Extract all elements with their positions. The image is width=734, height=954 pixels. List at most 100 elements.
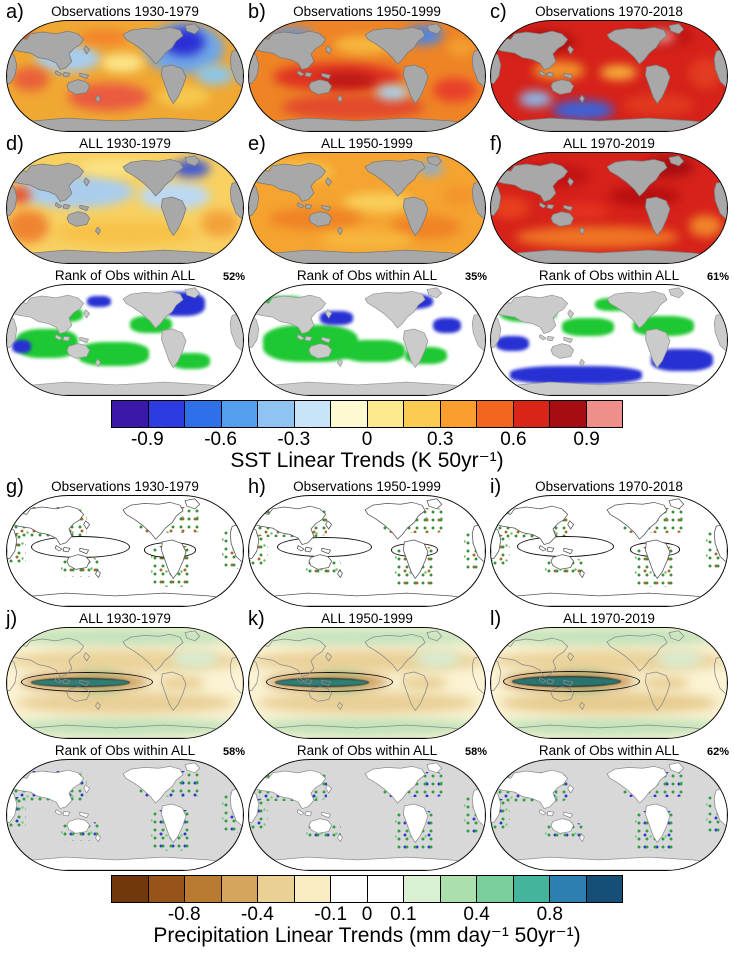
map-blob — [500, 691, 718, 714]
map-blob — [623, 93, 694, 116]
continents-outline — [249, 762, 485, 871]
map-blob — [172, 650, 220, 668]
rank-title: Rank of Obs within ALL — [538, 268, 680, 283]
rank-title: Rank of Obs within ALL — [296, 268, 438, 283]
colorbar-segment — [258, 401, 295, 427]
continents-outline — [7, 155, 243, 263]
panel-title: ALL 1970-2019 — [563, 611, 655, 627]
map-sst-obs-1950-1999 — [248, 20, 486, 132]
map-blob — [442, 186, 476, 206]
map-color-field — [7, 628, 243, 738]
map-blob — [491, 718, 727, 736]
map-blob — [249, 628, 485, 646]
colorbar-segment — [404, 876, 441, 903]
panel-letter: b) — [248, 1, 266, 23]
colorbar-segment — [477, 876, 514, 903]
panel-c: c) Observations 1970-2018 — [488, 1, 730, 132]
sst-colorbar: -0.9 -0.6 -0.3 0 0.3 0.6 0.9 SST Linear Trends… — [111, 400, 623, 472]
sst-rank-row: Rank of Obs within ALL 52% Rank of Obs w… — [2, 267, 732, 396]
colorbar-segment — [513, 401, 550, 427]
colorbar-segment — [331, 401, 368, 427]
continents-outline — [7, 762, 243, 871]
map-sst-all-1950-1999 — [248, 152, 486, 264]
panel-header: k) ALL 1950-1999 — [246, 608, 488, 630]
map-blob — [447, 38, 476, 57]
panel-header: h) Observations 1950-1999 — [246, 476, 488, 498]
precip-rank-row: Rank of Obs within ALL 58% Rank of Obs w… — [2, 742, 732, 872]
panel-header: c) Observations 1970-2018 — [488, 1, 730, 23]
map-blob — [552, 100, 614, 120]
map-blob — [656, 650, 704, 668]
continents-outline — [249, 287, 485, 395]
panel-title: Observations 1930-1979 — [51, 479, 199, 495]
panel-precip-rank-3: Rank of Obs within ALL 62% — [488, 742, 730, 872]
map-blob — [158, 676, 206, 690]
panel-letter: j) — [6, 608, 18, 631]
sst-colorbar-label: SST Linear Trends (K 50yr⁻¹) — [230, 449, 504, 472]
map-sst-rank-1950-1999 — [248, 284, 486, 396]
rank-percent: 62% — [706, 746, 729, 759]
colorbar-segment — [550, 876, 587, 903]
panel-header: Rank of Obs within ALL 35% — [246, 267, 488, 283]
precip-obs-row: g) Observations 1930-1979 h) Observation… — [2, 476, 732, 608]
map-blob — [11, 67, 50, 92]
map-precip-obs-1950-1999 — [248, 495, 486, 608]
map-blob — [343, 340, 405, 362]
rank-title: Rank of Obs within ALL — [538, 743, 680, 759]
panel-b: b) Observations 1950-1999 — [246, 1, 488, 132]
colorbar-tick-label: 0.1 — [390, 904, 417, 926]
panel-header: Rank of Obs within ALL 58% — [246, 742, 488, 758]
panel-letter: k) — [248, 608, 265, 631]
map-blob — [265, 672, 393, 692]
panel-letter: e) — [248, 133, 266, 155]
colorbar-segment — [513, 876, 550, 903]
panel-d: d) ALL 1930-1979 — [4, 133, 246, 264]
map-blob — [7, 210, 50, 244]
map-blob — [200, 210, 239, 237]
panel-title: ALL 1930-1979 — [79, 136, 171, 151]
continents-outline — [249, 630, 485, 739]
panel-e: e) ALL 1950-1999 — [246, 133, 488, 264]
colorbar-segment — [112, 401, 149, 427]
map-sst-obs-1970-2018 — [490, 20, 728, 132]
colorbar-tick-label: 0.9 — [573, 429, 600, 450]
rank-percent: 58% — [222, 746, 245, 759]
colorbar-segment — [221, 876, 258, 903]
panel-header: g) Observations 1930-1979 — [4, 476, 246, 498]
colorbar-segment — [258, 876, 295, 903]
continents-outline — [491, 287, 727, 395]
panel-precip-rank-1: Rank of Obs within ALL 58% — [4, 742, 246, 872]
precip-colorbar-gradient — [111, 875, 623, 904]
panel-letter: a) — [6, 1, 24, 23]
continents-outline — [249, 155, 485, 263]
panel-title: Observations 1950-1999 — [293, 4, 441, 19]
map-sst-all-1970-2019 — [490, 152, 728, 264]
panel-title: Observations 1930-1979 — [51, 4, 199, 19]
map-blob — [689, 214, 723, 237]
map-sst-all-1930-1979 — [6, 152, 244, 264]
map-precip-rank-1950-1999 — [248, 759, 486, 872]
colorbar-tick-label: -0.4 — [241, 904, 274, 926]
panel-header: a) Observations 1930-1979 — [4, 1, 246, 23]
map-color-field — [7, 285, 243, 395]
panel-header: Rank of Obs within ALL 58% — [4, 742, 246, 758]
continents-outline — [491, 762, 727, 871]
map-blob — [495, 335, 529, 351]
map-blob — [433, 318, 462, 334]
precip-all-row: j) ALL 1930-1979 k) ALL 1950-1999 — [2, 608, 732, 740]
panel-title: ALL 1970-2019 — [563, 136, 655, 151]
colorbar-segment — [148, 876, 185, 903]
continents-outline — [491, 23, 727, 131]
precip-colorbar-ticks: -0.8 -0.4 -0.1 0 0.1 0.4 0.8 — [111, 903, 623, 926]
continents-outline — [7, 23, 243, 131]
panel-letter: d) — [6, 133, 24, 155]
map-blob — [561, 203, 609, 219]
panel-sst-rank-1: Rank of Obs within ALL 52% — [4, 267, 246, 396]
map-sst-rank-1930-1979 — [6, 284, 244, 396]
map-blob — [561, 318, 614, 336]
panel-title: Observations 1970-2018 — [535, 479, 683, 495]
map-blob — [599, 65, 638, 81]
continents-outline — [249, 23, 485, 131]
continents-outline — [491, 630, 727, 739]
